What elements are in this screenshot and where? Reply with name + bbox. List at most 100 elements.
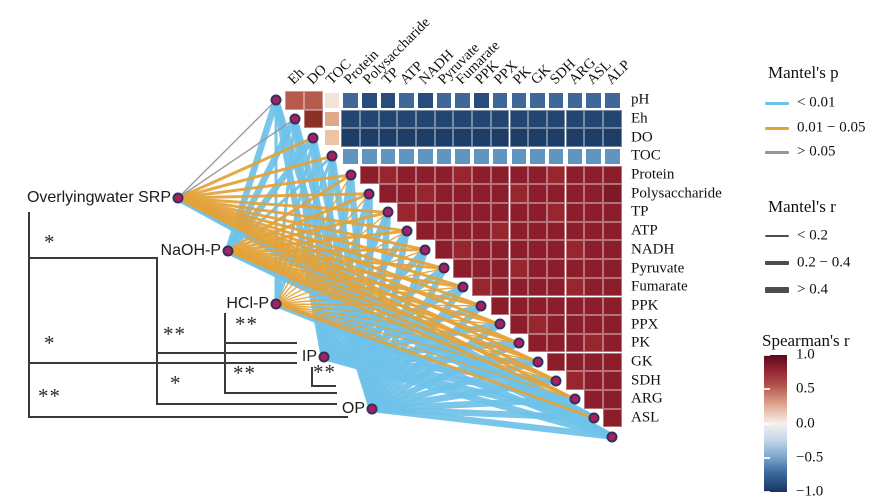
mantel-edge bbox=[226, 249, 502, 326]
colorbar-tick-mark bbox=[764, 456, 770, 459]
mantel-edge bbox=[176, 154, 334, 200]
correlation-cell bbox=[472, 259, 491, 278]
correlation-cell bbox=[509, 277, 529, 297]
predictor-label: OP bbox=[341, 400, 365, 417]
correlation-cell bbox=[472, 128, 491, 148]
mantel-edge bbox=[275, 230, 408, 305]
variable-node bbox=[326, 150, 338, 162]
correlation-cell bbox=[565, 240, 585, 260]
significance-star: * bbox=[170, 371, 182, 395]
legend-item-label: 0.2 − 0.4 bbox=[797, 254, 851, 271]
heatmap-row-label: TP bbox=[631, 203, 649, 220]
heatmap-row-label: pH bbox=[631, 91, 650, 108]
mantel-edge bbox=[368, 405, 616, 440]
tree-line bbox=[28, 362, 297, 364]
spearman-legend-title: Spearman's r bbox=[762, 331, 850, 350]
correlation-cell bbox=[378, 91, 398, 110]
colorbar-tick-label: 0.5 bbox=[796, 380, 815, 397]
correlation-cell bbox=[453, 184, 473, 204]
correlation-cell bbox=[416, 184, 435, 204]
mantel-p-legend-title: Mantel's p bbox=[768, 63, 839, 82]
heatmap-row-label: ASL bbox=[631, 409, 660, 426]
predictor-node bbox=[172, 192, 184, 204]
mantel-edge bbox=[226, 249, 521, 345]
correlation-cell bbox=[528, 165, 547, 185]
tree-line bbox=[224, 342, 297, 344]
correlation-cell bbox=[528, 315, 547, 334]
legend-line-sample bbox=[765, 127, 789, 130]
correlation-cell bbox=[360, 109, 379, 129]
legend-item-label: < 0.01 bbox=[797, 94, 836, 111]
correlation-cell bbox=[453, 109, 473, 129]
mantel-edge bbox=[226, 229, 409, 253]
correlation-cell bbox=[565, 221, 585, 241]
correlation-cell bbox=[602, 315, 622, 334]
significance-star: ** bbox=[313, 360, 336, 384]
correlation-cell bbox=[546, 165, 566, 185]
heatmap-row-label: Protein bbox=[631, 166, 675, 183]
mantel-edge bbox=[275, 267, 445, 305]
variable-node bbox=[532, 356, 544, 368]
correlation-cell bbox=[416, 128, 435, 148]
correlation-cell bbox=[360, 147, 379, 166]
correlation-cell bbox=[490, 203, 510, 222]
correlation-cell bbox=[490, 165, 510, 185]
legend-line-sample bbox=[765, 151, 789, 154]
correlation-cell bbox=[490, 128, 510, 148]
correlation-cell bbox=[304, 91, 323, 110]
correlation-cell bbox=[546, 277, 566, 297]
variable-node bbox=[289, 113, 301, 125]
correlation-cell bbox=[490, 91, 510, 110]
correlation-cell bbox=[565, 315, 585, 334]
heatmap-row-label: Pyruvate bbox=[631, 260, 685, 276]
correlation-cell bbox=[584, 128, 603, 148]
correlation-cell bbox=[509, 259, 529, 278]
correlation-cell bbox=[472, 203, 491, 222]
mantel-edge bbox=[176, 196, 409, 233]
legend-line-sample bbox=[765, 287, 789, 293]
correlation-cell bbox=[546, 91, 566, 110]
correlation-cell bbox=[602, 277, 622, 297]
colorbar-tick-label: −0.5 bbox=[796, 449, 824, 466]
mantel-edge bbox=[226, 249, 558, 382]
correlation-cell bbox=[602, 147, 622, 166]
tree-line bbox=[156, 403, 337, 405]
correlation-cell bbox=[602, 408, 622, 428]
significance-star: ** bbox=[163, 322, 186, 346]
correlation-cell bbox=[397, 91, 417, 110]
correlation-cell bbox=[285, 91, 304, 110]
mantel-edge bbox=[275, 174, 352, 305]
mantel-edge bbox=[226, 249, 465, 289]
mantel-edge bbox=[176, 192, 371, 200]
mantel-edge bbox=[176, 136, 315, 200]
correlation-cell bbox=[453, 147, 473, 166]
predictor-node bbox=[270, 298, 282, 310]
colorbar-tick-label: −1.0 bbox=[796, 483, 824, 500]
correlation-cell bbox=[434, 184, 454, 204]
correlation-cell bbox=[397, 109, 417, 129]
correlation-cell bbox=[602, 221, 622, 241]
mantel-edge bbox=[176, 196, 427, 252]
significance-star: ** bbox=[233, 361, 256, 385]
heatmap-row-label: NADH bbox=[631, 241, 675, 258]
correlation-cell bbox=[360, 91, 379, 110]
correlation-cell bbox=[416, 109, 435, 129]
correlation-cell bbox=[453, 91, 473, 110]
tree-line bbox=[224, 313, 226, 394]
mantel-edge bbox=[368, 377, 560, 413]
variable-node bbox=[419, 244, 431, 256]
correlation-cell bbox=[528, 128, 547, 148]
correlation-cell bbox=[528, 240, 547, 260]
correlation-cell bbox=[546, 203, 566, 222]
colorbar-tick-mark bbox=[764, 354, 770, 356]
correlation-cell bbox=[322, 128, 342, 148]
colorbar-tick-mark bbox=[764, 388, 770, 391]
correlation-cell bbox=[490, 277, 510, 297]
mantel-edge bbox=[226, 173, 353, 253]
correlation-cell bbox=[509, 203, 529, 222]
significance-star: ** bbox=[38, 384, 61, 408]
